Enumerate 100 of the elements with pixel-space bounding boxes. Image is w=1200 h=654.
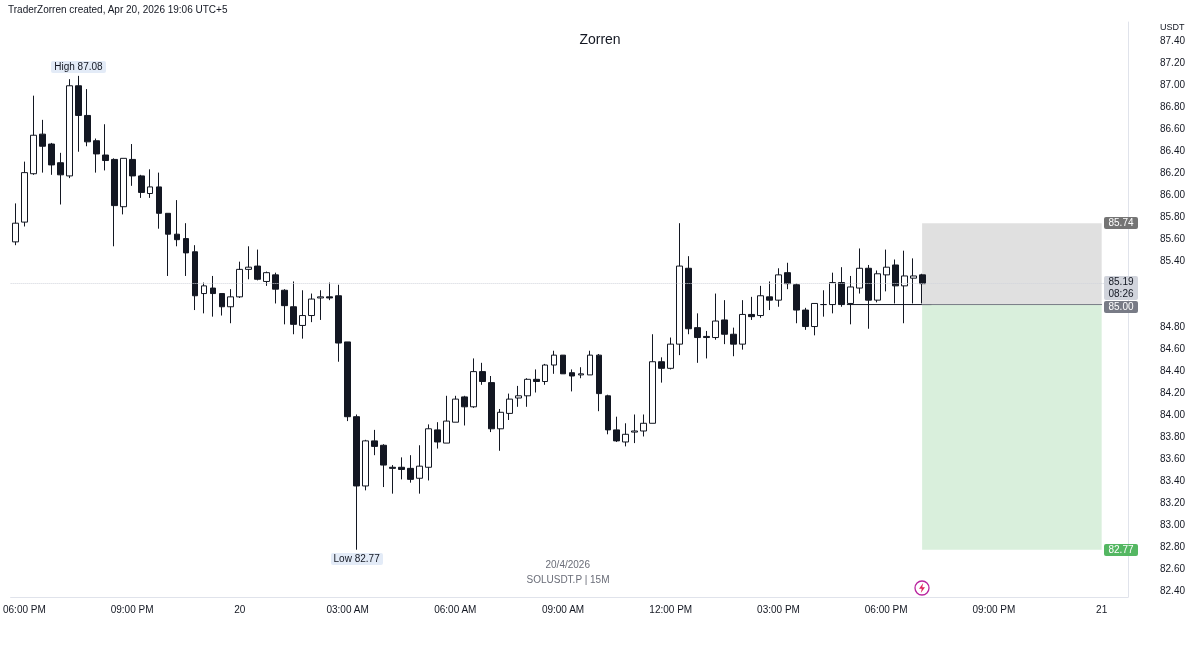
y-tick-label: 84.00	[1160, 409, 1186, 420]
x-tick-label: 09:00 AM	[541, 603, 585, 615]
candlestick	[506, 393, 513, 421]
x-tick-label: 20	[234, 603, 246, 615]
y-tick-label: 86.80	[1160, 101, 1186, 113]
annotation: SOLUSDT.P | 15M	[526, 574, 610, 585]
candlestick	[398, 456, 405, 480]
y-axis-title: USDT	[1160, 22, 1185, 32]
candlestick	[533, 368, 540, 394]
candlestick	[685, 255, 692, 335]
text: Zorren	[579, 31, 621, 47]
y-tick-label: 83.40	[1160, 474, 1186, 486]
candlestick	[622, 422, 629, 447]
candlestick	[102, 123, 109, 171]
candlestick	[811, 302, 818, 336]
y-tick-label: 82.60	[1160, 562, 1186, 574]
annotation: 20/4/2026	[545, 559, 590, 570]
candlestick	[578, 366, 584, 379]
x-tick-label: 09:00 PM	[110, 603, 154, 615]
y-tick-label: 86.60	[1160, 123, 1186, 135]
y-tick-label: 82.40	[1160, 584, 1186, 596]
candlestick	[174, 199, 180, 247]
candlestick	[254, 249, 261, 281]
candlestick	[631, 414, 638, 444]
candlestick	[39, 119, 46, 174]
candlestick	[748, 296, 755, 321]
candlestick	[542, 363, 548, 386]
candlestick	[380, 443, 387, 488]
candlestick	[147, 168, 153, 199]
candlestick	[165, 212, 171, 277]
candlestick	[856, 247, 863, 295]
candlestick	[335, 284, 342, 363]
candlestick	[416, 444, 423, 495]
candlestick	[84, 88, 91, 147]
candlestick	[739, 299, 746, 351]
candlestick	[201, 282, 207, 314]
candlestick	[802, 307, 809, 331]
y-tick-label: 82.80	[1160, 540, 1186, 552]
x-tick-label: 06:00 PM	[864, 603, 908, 615]
candlestick	[613, 416, 620, 443]
candlestick	[694, 312, 701, 364]
candlestick	[443, 395, 450, 444]
candlestick	[640, 414, 647, 437]
candlestick	[703, 330, 710, 359]
candlestick	[362, 439, 369, 491]
y-tick-label: 85.40	[1160, 255, 1186, 267]
candlestick	[667, 337, 674, 370]
y-tick-label: 86.00	[1160, 189, 1186, 201]
candlestick	[712, 293, 719, 341]
candlestick	[210, 275, 216, 318]
candlestick	[658, 356, 665, 384]
candlestick	[263, 271, 270, 287]
candlestick	[820, 289, 827, 318]
candlestick	[290, 280, 297, 335]
candlestick	[587, 350, 593, 376]
x-tick-label: 06:00 PM	[3, 603, 46, 615]
ref-line-label: 85.19 08:26	[1104, 275, 1138, 300]
candlestick	[766, 280, 773, 311]
candlestick	[676, 222, 683, 356]
candlestick	[524, 377, 531, 408]
candlestick	[227, 288, 234, 324]
candlestick	[192, 244, 198, 311]
band-label: 82.77	[1104, 543, 1138, 556]
candlestick	[138, 174, 145, 199]
candlestick	[605, 394, 611, 435]
candlestick	[434, 421, 441, 450]
y-tick-label: 83.00	[1160, 518, 1186, 530]
candlestick	[371, 429, 378, 456]
candlestick	[281, 288, 288, 325]
candlestick	[425, 423, 432, 481]
candlestick	[129, 143, 136, 187]
candlestick	[793, 283, 800, 324]
candlestick	[721, 299, 728, 345]
candlestick	[93, 138, 100, 174]
candlestick	[838, 266, 845, 308]
candlestick	[883, 249, 890, 292]
candlestick	[829, 272, 836, 314]
candlestick	[919, 273, 926, 304]
candlestick	[730, 327, 737, 357]
chart-subtitle: TraderZorren created, Apr 20, 2026 19:06 UTC+5	[8, 4, 228, 15]
candlestick	[57, 152, 64, 205]
candlestick	[488, 375, 495, 433]
candlestick	[784, 262, 791, 290]
candlestick	[30, 95, 37, 176]
y-tick-label: 84.60	[1160, 343, 1186, 355]
data-label: 85.00	[1104, 300, 1138, 313]
y-tick-label: 86.20	[1160, 167, 1186, 179]
x-tick-label: 12:00 PM	[649, 603, 693, 615]
candlestick	[120, 157, 127, 215]
candlestick	[272, 272, 279, 304]
candlestick	[551, 350, 557, 375]
y-tick-label: 86.40	[1160, 145, 1186, 157]
candlestick	[245, 245, 252, 280]
candlestick	[649, 333, 656, 424]
y-tick-label: 87.20	[1160, 57, 1186, 69]
candlestick	[111, 157, 118, 247]
candlestick	[389, 464, 396, 495]
y-tick-label: 83.80	[1160, 430, 1186, 442]
candlestick	[21, 161, 28, 227]
y-tick-label: 84.40	[1160, 365, 1186, 377]
